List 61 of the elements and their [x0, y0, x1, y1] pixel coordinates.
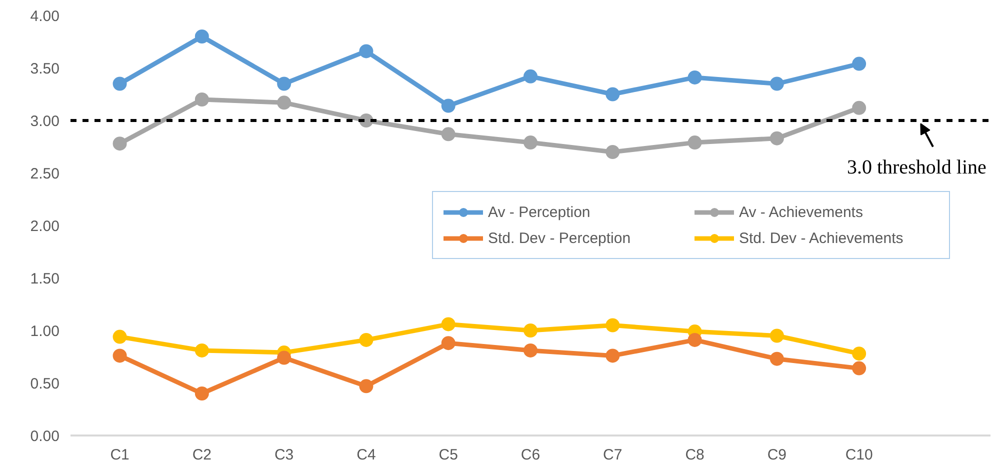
y-tick-label: 2.50	[30, 166, 60, 182]
y-tick-label: 4.00	[30, 8, 60, 25]
point	[112, 136, 127, 151]
x-tick-label: C7	[603, 446, 622, 464]
point	[852, 346, 866, 361]
x-tick-label: C4	[356, 446, 376, 464]
point	[277, 350, 292, 365]
point	[359, 379, 374, 394]
point	[852, 100, 866, 115]
point	[852, 56, 866, 71]
point	[606, 348, 620, 363]
ref-line-label: 3.0 threshold line	[846, 156, 987, 178]
y-tick-label: 2.00	[30, 218, 60, 235]
y-tick-label: 3.50	[30, 60, 60, 78]
point	[606, 87, 620, 102]
point	[112, 348, 127, 363]
x-tick-label: C9	[767, 446, 787, 464]
point	[606, 145, 620, 159]
point	[688, 332, 702, 347]
x-tick-label: C8	[685, 446, 704, 464]
x-tick-label: C5	[438, 446, 458, 464]
point	[688, 70, 702, 84]
x-tick-label: C6	[520, 446, 540, 464]
point	[359, 44, 374, 58]
point	[194, 92, 209, 106]
x-tick-label: C3	[274, 446, 294, 464]
x-tick-label: C1	[110, 446, 130, 464]
point	[194, 30, 209, 44]
point	[524, 136, 538, 150]
y-tick-label: 0.00	[30, 428, 60, 445]
point	[441, 98, 456, 113]
point	[194, 386, 209, 400]
point	[441, 127, 456, 142]
y-tick-label: 0.50	[30, 376, 60, 392]
point	[277, 76, 292, 91]
x-tick-label: C2	[192, 446, 212, 464]
point	[770, 352, 784, 366]
point	[441, 317, 456, 332]
legend-label: Std. Dev - Perception	[488, 230, 632, 246]
legend-label: Av - Achievements	[739, 204, 864, 220]
y-tick-label: 3.00	[30, 113, 60, 130]
point	[770, 131, 784, 146]
point	[441, 336, 456, 350]
y-tick-label: 1.00	[30, 323, 60, 340]
point	[524, 69, 538, 84]
point	[524, 343, 538, 358]
y-tick-label: 1.50	[30, 270, 60, 288]
legend-label: Av - Perception	[488, 204, 592, 220]
point	[688, 136, 702, 150]
point	[112, 76, 127, 91]
point	[606, 318, 620, 332]
point	[524, 324, 538, 338]
point	[852, 361, 866, 376]
point	[112, 330, 127, 344]
legend-label: Std. Dev - Achievements	[739, 230, 904, 246]
point	[770, 328, 784, 343]
point	[277, 96, 292, 110]
point	[194, 343, 209, 358]
point	[359, 332, 374, 347]
x-tick-label: C10	[845, 446, 873, 464]
point	[770, 76, 784, 91]
